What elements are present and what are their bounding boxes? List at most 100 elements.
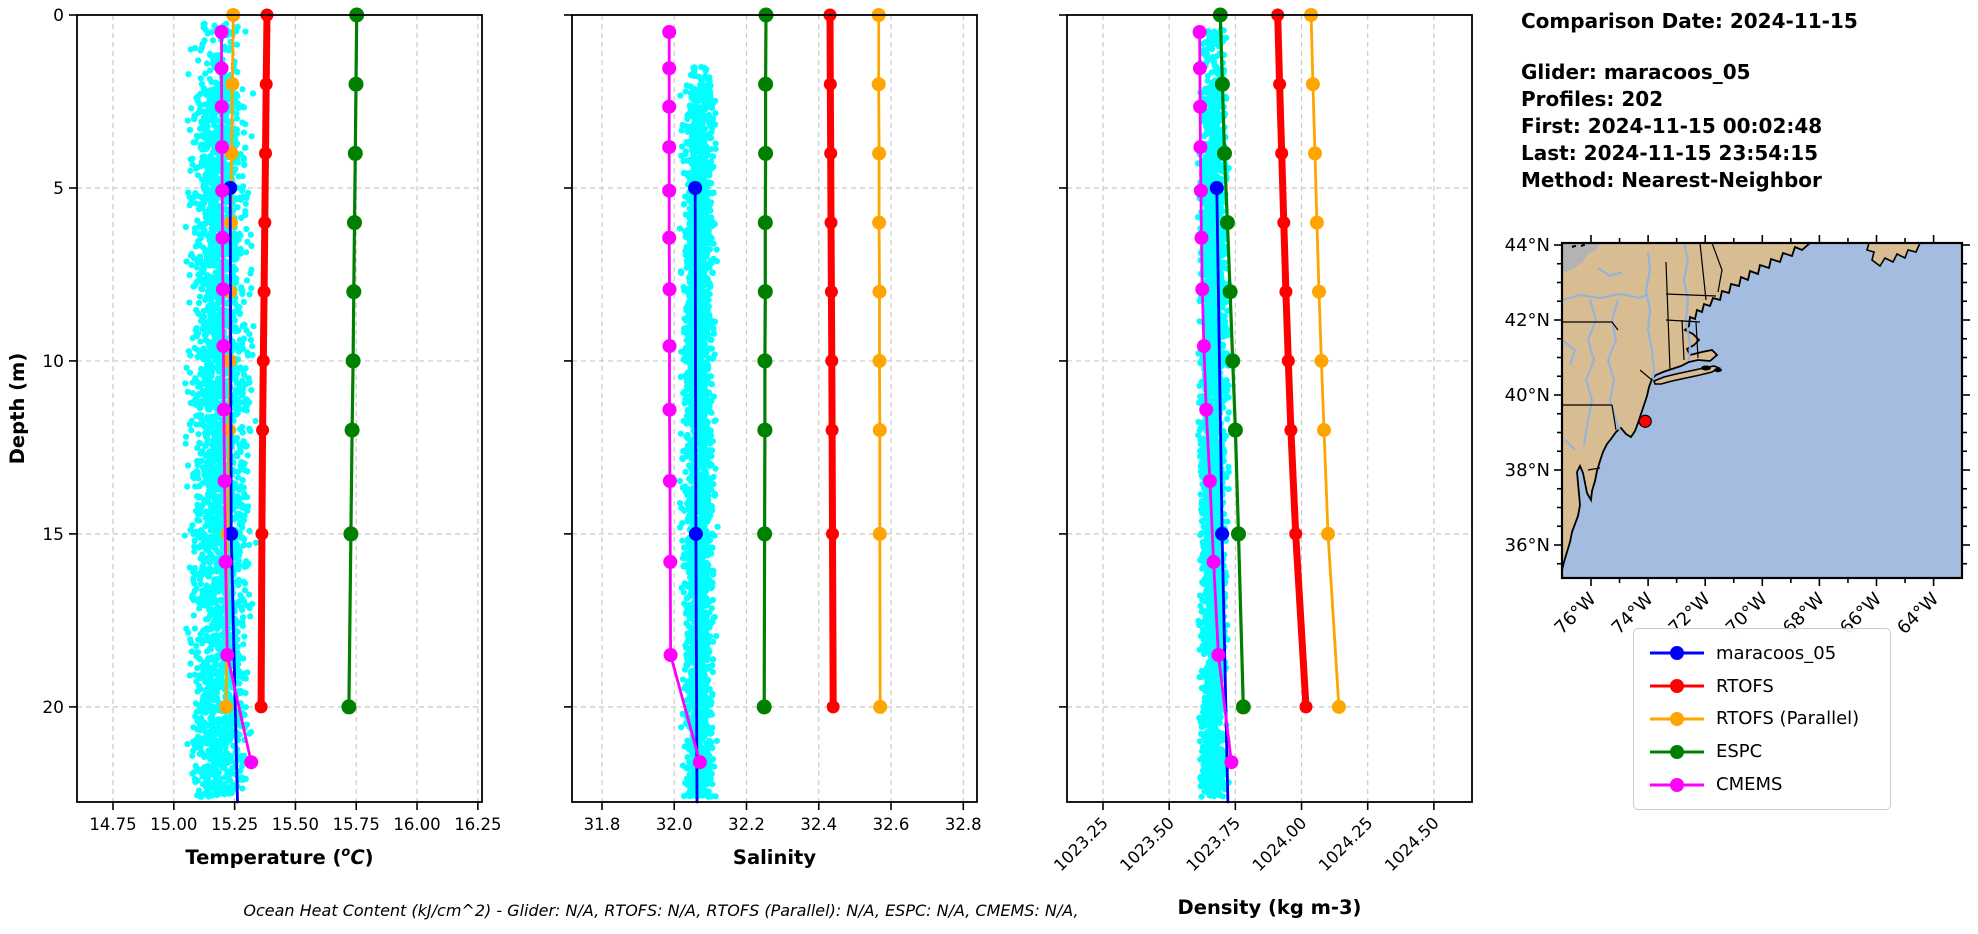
series-marker [1289,527,1303,541]
series-marker [1309,215,1324,230]
series-marker [1211,648,1226,662]
method: Method: Nearest-Neighbor [1521,168,1822,192]
series-marker [872,215,887,230]
salinity-plot: 31.8 32.0 32.2 32.4 32.6 32.8 Salinity [564,7,982,869]
x-tick-label: 32.8 [945,815,982,834]
x-tick-label: 1023.75 [1182,813,1244,875]
legend-item-espc: ESPC [1634,741,1890,762]
series-marker [872,284,887,299]
series-marker [215,230,230,245]
glider-name: Glider: maracoos_05 [1521,60,1751,84]
series-marker [1231,526,1246,542]
series-marker [1275,146,1289,160]
series-marker [825,354,839,368]
series-marker [216,402,231,417]
series-marker [1199,402,1214,417]
series-marker [244,755,259,770]
series-marker [825,423,839,437]
comparison-date: Comparison Date: 2024-11-15 [1521,9,1858,33]
series-marker [1321,526,1335,541]
series-marker [662,99,677,114]
series-marker [823,77,837,91]
density-plot: 1023.25 1023.50 1023.75 1024.00 1024.25 1024.… [1050,7,1473,919]
map-state-border [1587,467,1601,471]
legend-label: RTOFS [1716,675,1774,697]
series-marker [218,554,233,569]
legend-marker-espc [1650,744,1704,759]
x-tick-label: 1023.50 [1116,813,1178,875]
legend-item-rtofs-parallel: RTOFS (Parallel) [1634,708,1890,729]
x-axis-label: Density (kg m-3) [1178,896,1362,919]
map-river [1561,292,1649,301]
series-marker [1305,77,1320,92]
series-marker [662,282,677,297]
series-marker [256,423,270,437]
series-marker [1202,474,1217,488]
map-state-border [1639,369,1653,381]
map-gray-region [1562,243,1600,274]
x-tick-label: 1023.25 [1050,813,1112,875]
series-marker [1206,554,1221,569]
series-marker [872,526,887,541]
series-marker [214,99,229,114]
series-marker [1222,284,1238,300]
map-lon-label: 76°W [1551,589,1601,639]
x-axis-label: Salinity [733,846,816,869]
series-marker [662,339,677,354]
series-marker [872,423,887,438]
axes-frame [1066,14,1473,803]
series-RTOFS [823,8,840,714]
series-marker [1281,354,1295,368]
map-panel: 44°N42°N40°N38°N36°N76°W 74°W 72°W 70°W 68°W… [1505,235,1970,639]
figure-caption: Ocean Heat Content (kJ/cm^2) - Glider: N… [243,901,1079,920]
x-tick-label: 15.75 [333,815,380,834]
series-ESPC [1212,7,1251,715]
series-marker [225,77,240,92]
series-marker [1209,181,1224,195]
series-marker [757,215,773,231]
map-state-border [1711,242,1723,293]
first-profile-time: First: 2024-11-15 00:02:48 [1521,114,1823,138]
legend-marker-maracoos-05 [1650,646,1704,661]
series-marker [224,526,239,541]
series-marker [757,526,773,542]
map-state-border [1665,261,1671,371]
x-tick-label: 32.2 [728,815,765,834]
series-marker [257,285,271,299]
map-lat-label: 38°N [1505,460,1550,481]
series-marker [254,700,268,714]
map-state-border [1681,319,1685,361]
series-marker [1193,183,1208,198]
series-marker [215,183,230,198]
info-panel: Comparison Date: 2024-11-15 Glider: mara… [1521,8,1858,194]
axes-frame [571,14,978,803]
series-CMEMS [214,25,259,770]
profiles-count: Profiles: 202 [1521,87,1664,111]
x-tick-label: 14.75 [89,815,136,834]
series-marker [824,216,838,230]
map-state-border [1695,321,1699,359]
legend-marker-rtofs [1650,679,1704,694]
series-marker [259,146,272,160]
series-CMEMS [1192,25,1239,770]
map-island [1701,365,1711,371]
legend-marker-rtofs-parallel [1650,711,1704,726]
series-marker [1308,146,1322,161]
series-marker [662,25,677,39]
series-marker [756,699,772,715]
series-marker [872,146,887,161]
x-tick-label: 1024.25 [1315,813,1377,875]
map-river [1583,299,1598,446]
x-tick-label: 32.6 [873,815,910,834]
series-marker [1277,216,1291,230]
series-marker [663,648,678,662]
series-marker [824,146,838,160]
series-marker [347,215,362,231]
series-marker [1192,25,1207,39]
map-state-border [1562,321,1619,331]
series-marker [662,230,677,245]
legend-marker-cmems [1650,777,1704,792]
series-RTOFS [1271,8,1313,714]
map-state-border [1611,404,1617,431]
